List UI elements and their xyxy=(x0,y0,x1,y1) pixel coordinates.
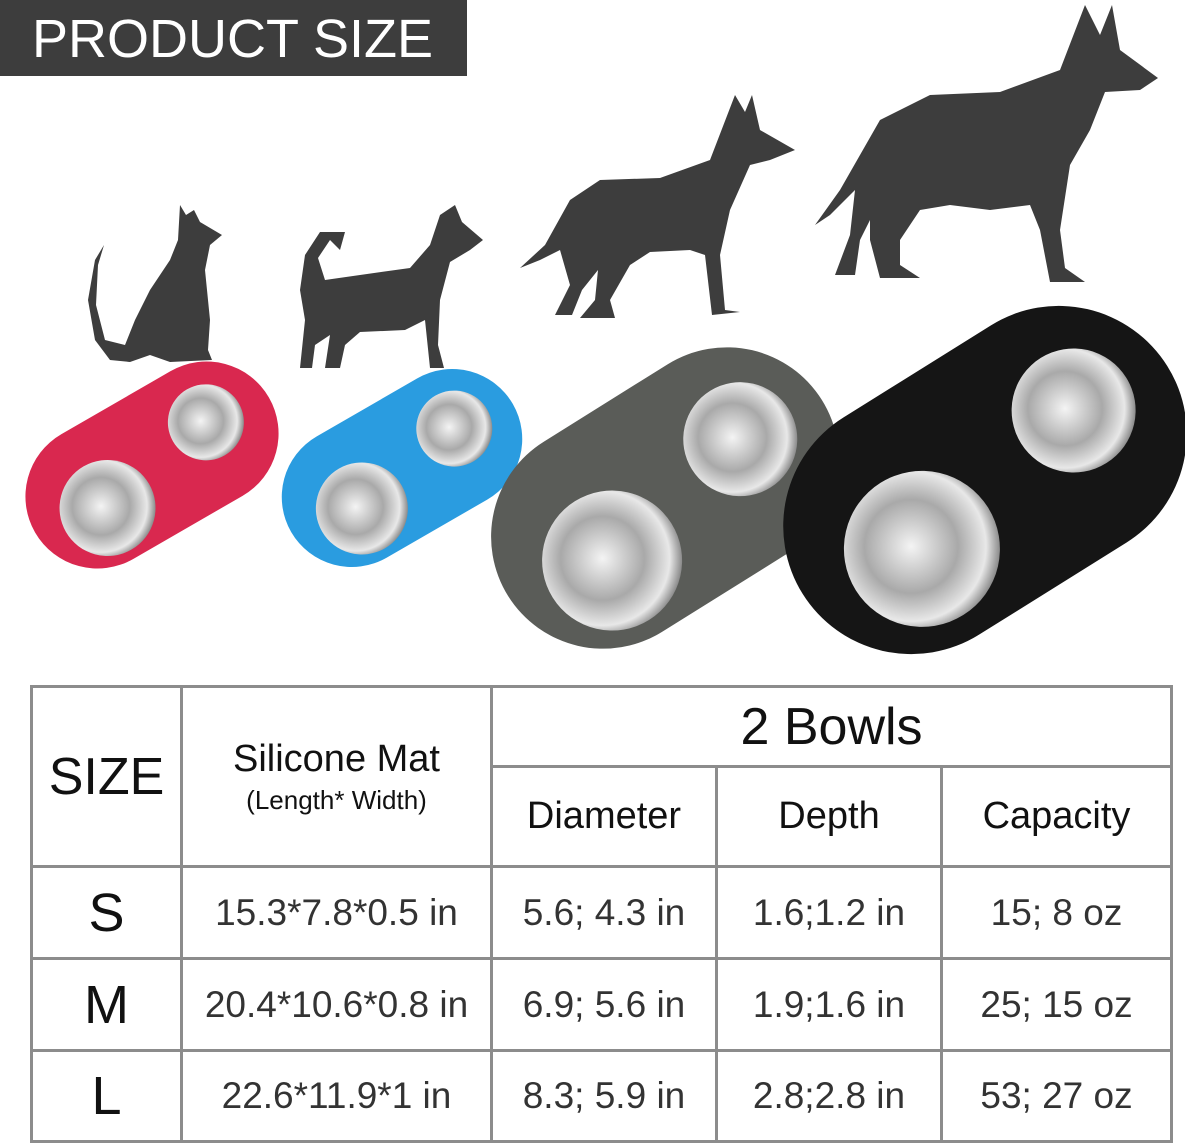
size-cell: M xyxy=(30,957,183,1052)
diameter-cell: 6.9; 5.6 in xyxy=(490,957,718,1052)
depth-cell: 1.6;1.2 in xyxy=(715,865,943,960)
table-row: M 20.4*10.6*0.8 in 6.9; 5.6 in 1.9;1.6 i… xyxy=(30,957,1174,1052)
header-2-bowls: 2 Bowls xyxy=(489,685,1174,768)
size-cell: L xyxy=(30,1049,183,1143)
mat-cell: 20.4*10.6*0.8 in xyxy=(180,957,493,1052)
mat-cell: 22.6*11.9*1 in xyxy=(180,1049,493,1143)
depth-cell: 2.8;2.8 in xyxy=(715,1049,943,1143)
small-dog-silhouette-icon xyxy=(300,205,483,368)
header-diameter: Diameter xyxy=(490,765,718,868)
small-blue-feeder xyxy=(281,369,523,567)
size-cell: S xyxy=(30,865,183,960)
mat-cell: 15.3*7.8*0.5 in xyxy=(180,865,493,960)
medium-grey-feeder xyxy=(491,347,839,649)
capacity-cell: 25; 15 oz xyxy=(939,957,1174,1052)
diameter-cell: 5.6; 4.3 in xyxy=(490,865,718,960)
header-size: SIZE xyxy=(30,685,183,868)
medium-dog-silhouette-icon xyxy=(520,95,795,318)
cat-silhouette-icon xyxy=(88,205,222,362)
product-size-banner: PRODUCT SIZE xyxy=(0,0,467,76)
diameter-cell: 8.3; 5.9 in xyxy=(490,1049,718,1143)
table-row: L 22.6*11.9*1 in 8.3; 5.9 in 2.8;2.8 in … xyxy=(30,1049,1174,1143)
size-table: SIZE Silicone Mat (Length* Width) 2 Bowl… xyxy=(30,685,1174,1143)
small-red-feeder xyxy=(25,361,279,569)
header-mat-sub: (Length* Width) xyxy=(246,784,427,815)
large-dog-silhouette-icon xyxy=(815,5,1158,282)
header-mat-label: Silicone Mat xyxy=(233,737,440,780)
header-capacity: Capacity xyxy=(939,765,1174,868)
header-silicone-mat: Silicone Mat (Length* Width) xyxy=(180,685,493,868)
capacity-cell: 53; 27 oz xyxy=(939,1049,1174,1143)
header-depth: Depth xyxy=(715,765,943,868)
depth-cell: 1.9;1.6 in xyxy=(715,957,943,1052)
product-illustration xyxy=(25,5,1185,655)
table-row: S 15.3*7.8*0.5 in 5.6; 4.3 in 1.6;1.2 in… xyxy=(30,865,1174,960)
capacity-cell: 15; 8 oz xyxy=(939,865,1174,960)
large-black-feeder xyxy=(783,305,1185,655)
